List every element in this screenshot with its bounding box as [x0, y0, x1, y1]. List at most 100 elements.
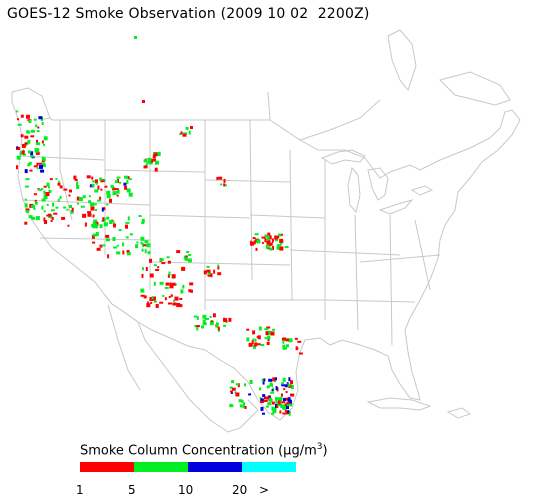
smoke-pixel — [76, 196, 80, 201]
smoke-pixel — [254, 342, 258, 347]
smoke-pixel — [217, 266, 220, 270]
smoke-pixel — [277, 236, 280, 239]
smoke-pixel — [251, 340, 254, 345]
smoke-pixel — [272, 246, 274, 250]
smoke-pixel — [106, 190, 111, 195]
smoke-pixel — [21, 150, 25, 155]
smoke-pixel — [246, 328, 250, 331]
smoke-pixel — [272, 409, 277, 414]
smoke-pixel — [138, 215, 142, 217]
smoke-pixel — [185, 126, 189, 130]
smoke-pixel — [43, 143, 46, 146]
smoke-pixel — [246, 337, 250, 342]
hispaniola-outline — [446, 407, 472, 419]
smoke-pixel — [37, 126, 40, 129]
smoke-pixel — [30, 129, 35, 133]
smoke-pixel — [294, 337, 298, 340]
smoke-pixel — [24, 185, 29, 188]
lake-huron — [367, 167, 389, 201]
smoke-pixel — [102, 207, 106, 211]
smoke-pixel — [143, 244, 147, 247]
smoke-pixel — [40, 169, 45, 173]
smoke-pixel — [298, 352, 303, 355]
smoke-pixel — [119, 181, 122, 184]
smoke-pixel — [101, 244, 106, 247]
smoke-pixel — [202, 322, 207, 326]
smoke-pixel — [63, 188, 68, 191]
smoke-pixel — [111, 185, 114, 189]
smoke-pixel — [286, 401, 290, 406]
smoke-pixel — [235, 383, 239, 386]
smoke-pixel — [28, 120, 32, 123]
smoke-pixel — [279, 238, 284, 243]
smoke-pixel — [33, 193, 37, 196]
smoke-pixel — [35, 216, 40, 221]
smoke-pixel — [50, 209, 55, 212]
smoke-pixel — [94, 189, 99, 193]
smoke-pixel — [146, 303, 151, 308]
smoke-pixel — [143, 295, 147, 299]
smoke-pixel — [68, 194, 71, 197]
smoke-pixel — [48, 186, 50, 189]
smoke-pixel — [116, 251, 121, 255]
smoke-pixel — [35, 124, 38, 128]
smoke-pixel — [87, 212, 92, 217]
smoke-pixel — [102, 217, 105, 222]
smoke-pixel — [91, 183, 95, 187]
smoke-pixel — [244, 383, 246, 387]
smoke-pixel — [25, 178, 30, 181]
smoke-pixel — [116, 176, 121, 179]
smoke-pixel — [92, 203, 97, 206]
smoke-pixel — [290, 380, 293, 385]
smoke-pixel — [36, 139, 38, 144]
smoke-pixel — [111, 219, 114, 222]
smoke-pixel — [265, 244, 269, 248]
smoke-pixel — [50, 220, 53, 222]
smoke-pixel — [271, 412, 275, 415]
smoke-pixel — [209, 322, 214, 326]
legend-tick-5: 5 — [128, 483, 136, 497]
smoke-pixel — [106, 203, 109, 206]
smoke-pixel — [286, 344, 289, 348]
smoke-pixel — [250, 241, 254, 246]
smoke-pixel — [235, 392, 240, 397]
smoke-pixel — [223, 324, 227, 327]
smoke-pixel — [184, 258, 189, 261]
smoke-pixel — [182, 284, 185, 288]
smoke-pixel — [107, 254, 110, 259]
smoke-pixel — [146, 243, 151, 248]
smoke-pixel — [33, 165, 38, 168]
smoke-pixel — [190, 126, 193, 129]
smoke-pixel — [122, 250, 125, 255]
smoke-pixel — [42, 158, 46, 162]
smoke-pixel — [168, 302, 172, 305]
smoke-pixel — [283, 388, 286, 391]
smoke-pixel — [269, 247, 273, 251]
smoke-pixel — [17, 123, 22, 126]
smoke-pixel — [26, 114, 30, 119]
smoke-pixel — [113, 246, 117, 249]
smoke-pixel — [254, 233, 259, 236]
smoke-pixel — [156, 152, 161, 156]
smoke-pixel — [239, 404, 243, 408]
smoke-pixel — [38, 116, 43, 120]
smoke-pixel — [288, 399, 292, 404]
smoke-pixel — [43, 217, 46, 222]
smoke-pixel — [146, 161, 151, 164]
smoke-pixel — [162, 295, 165, 297]
smoke-pixel — [187, 258, 192, 263]
smoke-pixel — [41, 140, 44, 144]
smoke-pixel — [127, 216, 130, 221]
smoke-pixel — [203, 270, 207, 275]
smoke-pixel — [168, 271, 171, 276]
smoke-pixel — [46, 204, 49, 206]
smoke-pixel — [269, 382, 273, 387]
smoke-pixel — [55, 177, 58, 180]
smoke-pixel — [152, 154, 156, 159]
smoke-pixel — [80, 205, 85, 208]
smoke-pixel — [149, 297, 154, 301]
smoke-pixel — [280, 397, 283, 401]
smoke-pixel — [223, 318, 228, 323]
smoke-pixel — [43, 195, 48, 200]
smoke-pixel — [105, 238, 110, 242]
